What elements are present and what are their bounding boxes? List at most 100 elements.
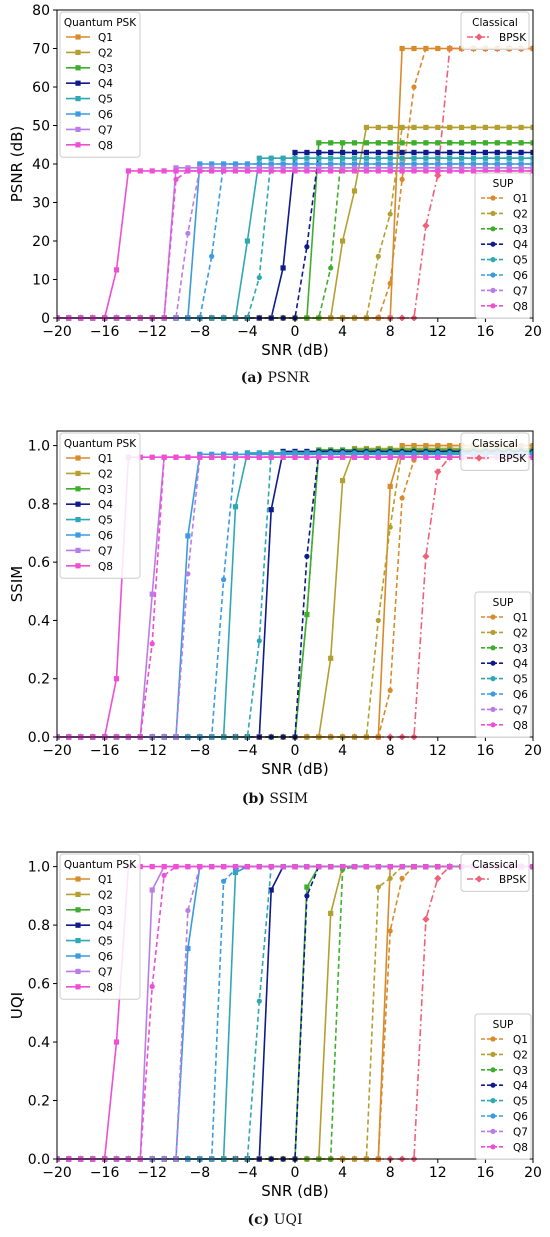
x-tick-label: −8 <box>189 743 210 759</box>
y-tick-label: 1.0 <box>28 860 50 876</box>
data-point-sup-q2 <box>411 124 417 131</box>
x-axis-label: SNR (dB) <box>261 341 328 359</box>
data-point-sup-q8 <box>209 168 215 174</box>
data-point-sup-q5 <box>411 155 417 161</box>
data-point-sup-q8 <box>149 641 155 647</box>
legend-label-sup-q6: Q6 <box>513 689 528 701</box>
y-axis-label: UQI <box>8 992 26 1019</box>
data-point-sup-q4 <box>340 149 346 156</box>
legend-marker <box>75 111 81 117</box>
legend-marker <box>490 1051 496 1057</box>
data-point-sup-q3 <box>459 140 465 146</box>
legend-box <box>460 11 530 50</box>
data-point-sup-q8 <box>209 454 215 460</box>
data-point-sup-q6 <box>411 161 417 167</box>
data-point-quantum-q6 <box>209 161 215 167</box>
legend-label-classical-bpsk: BPSK <box>499 874 527 886</box>
legend-label-sup-q6: Q6 <box>513 270 528 282</box>
data-point-sup-q6 <box>482 161 488 167</box>
legend-marker <box>490 1082 496 1088</box>
series-line-quantum-q5 <box>57 157 533 319</box>
legend-title: SUP <box>493 597 514 609</box>
data-point-sup-q8 <box>470 168 477 174</box>
data-point-sup-q1 <box>435 45 441 52</box>
data-point-sup-q6 <box>316 161 322 167</box>
data-point-sup-q8 <box>351 454 358 460</box>
series-line-sup-q6 <box>57 163 533 319</box>
data-point-quantum-q4 <box>280 265 286 271</box>
data-point-sup-q8 <box>411 864 417 870</box>
x-tick-label: 8 <box>386 1165 395 1181</box>
x-tick-label: 8 <box>386 743 395 759</box>
legend-classical: Classical BPSK <box>460 853 530 892</box>
legend-marker <box>75 984 81 990</box>
data-point-sup-q6 <box>221 161 227 167</box>
legend-marker <box>475 33 483 41</box>
data-point-sup-q4 <box>328 149 334 156</box>
data-point-sup-q4 <box>506 149 512 156</box>
legend-label-quantum-q2: Q2 <box>98 468 113 480</box>
data-point-sup-q4 <box>423 149 429 156</box>
data-point-sup-q8 <box>340 864 346 870</box>
data-point-sup-q7 <box>185 571 191 577</box>
series-line-sup-q7 <box>57 167 533 319</box>
data-point-sup-q8 <box>256 454 262 460</box>
legend-quantum-psk: Quantum PSK Q1 Q2 Q3 Q4 Q5 Q6 Q7 Q8 <box>59 853 141 1000</box>
data-point-sup-q8 <box>209 864 215 870</box>
data-point-quantum-q8 <box>149 864 155 870</box>
data-point-quantum-q2 <box>328 910 334 916</box>
data-point-quantum-q1 <box>399 442 405 449</box>
data-point-sup-q4 <box>399 149 405 156</box>
data-point-quantum-q8 <box>113 676 120 682</box>
legend-label-quantum-q2: Q2 <box>98 889 113 901</box>
legend-sup: SUP Q1 Q2 Q3 Q4 Q5 Q6 Q7 Q8 <box>474 172 532 319</box>
x-tick-label: −8 <box>189 1165 210 1181</box>
x-tick-label: −4 <box>237 743 258 759</box>
data-point-sup-q5 <box>423 155 429 161</box>
y-tick-label: 10 <box>32 273 50 289</box>
data-point-quantum-q1 <box>411 442 417 449</box>
chart-panel-ssim: −20 −16 −12 −8 −4 0 4 8 12 16 20 0.0 0.2 0.4 0.6 0.8 1.0… <box>8 430 542 778</box>
legend-box <box>474 1013 532 1160</box>
data-point-sup-q8 <box>280 168 286 174</box>
data-point-sup-q8 <box>423 454 429 460</box>
data-point-sup-q8 <box>244 864 250 870</box>
data-point-sup-q3 <box>375 140 381 146</box>
legend-marker <box>490 706 496 713</box>
legend-box <box>59 432 141 579</box>
data-point-sup-q4 <box>387 149 393 156</box>
data-point-sup-q8 <box>447 454 453 460</box>
data-point-sup-q3 <box>518 140 524 146</box>
data-point-sup-q1 <box>387 687 393 693</box>
legend-marker <box>75 96 81 102</box>
legend-marker <box>75 968 81 974</box>
y-tick-label: 0.8 <box>28 497 50 513</box>
legend-box <box>474 172 532 319</box>
data-point-sup-q8 <box>197 454 203 460</box>
data-point-sup-q8 <box>411 168 417 174</box>
data-point-sup-q6 <box>232 161 239 167</box>
legend-marker <box>75 49 81 55</box>
series-line-sup-q2 <box>57 126 533 319</box>
data-point-sup-q8 <box>423 168 429 174</box>
legend-marker <box>490 303 496 309</box>
legend-marker <box>75 501 81 507</box>
data-point-sup-q8 <box>197 168 203 174</box>
legend-label-sup-q5: Q5 <box>513 674 528 686</box>
data-point-sup-q4 <box>375 149 381 156</box>
legend-title: Classical <box>472 859 518 871</box>
series-line-sup-q3 <box>57 449 533 738</box>
y-tick-label: 0.4 <box>28 613 50 629</box>
legend-label-classical-bpsk: BPSK <box>499 32 527 44</box>
legend-label-quantum-q1: Q1 <box>98 874 113 886</box>
series-line-sup-q8 <box>57 170 533 319</box>
data-point-sup-q8 <box>316 454 322 460</box>
data-point-quantum-q6 <box>185 533 191 539</box>
x-tick-label: −12 <box>137 1165 167 1181</box>
x-tick-label: 0 <box>291 743 300 759</box>
data-point-sup-q5 <box>363 155 369 161</box>
data-point-quantum-q8 <box>125 168 131 174</box>
data-point-sup-q8 <box>328 864 334 870</box>
data-point-quantum-q8 <box>161 864 167 870</box>
data-point-quantum-q4 <box>304 149 310 156</box>
